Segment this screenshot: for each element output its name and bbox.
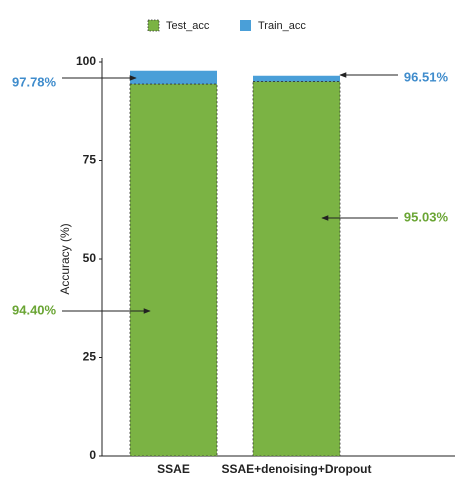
bar: [129, 83, 218, 457]
y-axis-label: Accuracy (%): [58, 223, 72, 294]
value-label: 94.40%: [12, 302, 57, 317]
y-tick-label: 50: [83, 251, 97, 265]
y-tick-label: 0: [89, 448, 96, 462]
x-tick-label: SSAE+denoising+Dropout: [221, 462, 371, 476]
bar: [252, 81, 341, 457]
value-label: 96.51%: [404, 69, 449, 84]
legend-label: Test_acc: [166, 20, 210, 32]
legend-swatch: [147, 19, 160, 32]
legend-label: Train_acc: [258, 20, 306, 32]
y-tick-label: 25: [83, 350, 97, 364]
y-tick-label: 75: [83, 153, 97, 167]
y-tick-label: 100: [76, 54, 96, 68]
legend-swatch: [240, 20, 251, 31]
value-label: 97.78%: [12, 74, 57, 89]
value-label: 95.03%: [404, 209, 449, 224]
x-tick-label: SSAE: [157, 462, 190, 476]
